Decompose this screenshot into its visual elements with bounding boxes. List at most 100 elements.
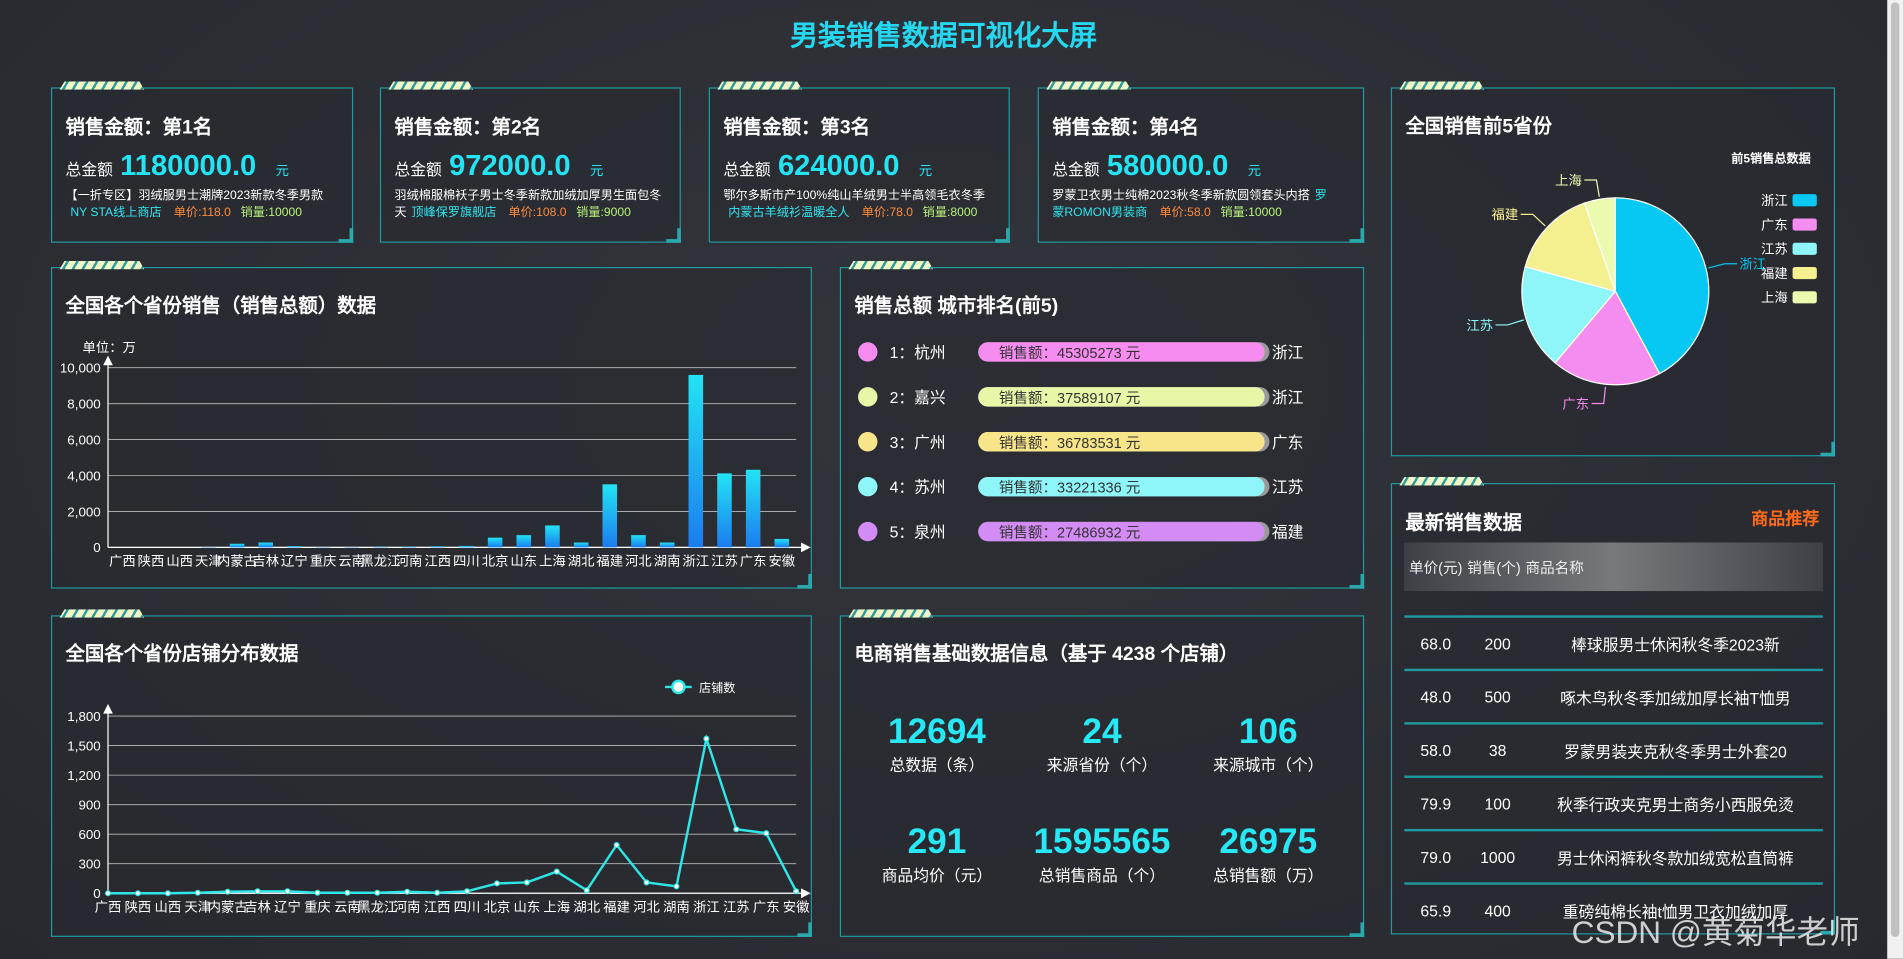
rank-dot — [858, 432, 878, 452]
bar — [516, 535, 532, 548]
panel: 销售金额：第2名 总金额 972000.0 元羽绒棉服棉袄子男士冬季新款加绒加厚男生面… — [379, 81, 681, 243]
point — [703, 735, 710, 742]
chart-title: 全国各个省份销售（销售总额）数据 — [65, 294, 377, 317]
rank-label: 4：苏州 — [890, 479, 946, 497]
sales-count: 销量:9000 — [576, 206, 631, 220]
table-cell: 男士休闲裤秋冬款加绒宽松直筒裤 — [1557, 848, 1794, 868]
x-tick-label: 广西 — [109, 554, 136, 569]
chart-title: 全国各个省份店铺分布数据 — [65, 642, 299, 665]
product-info: 鄂尔多斯市产100%纯山羊绒男士半高领毛衣冬季内蒙古羊绒衫温暖全人 单价:78.0… — [723, 188, 1000, 222]
stat-value: 1595565 — [1033, 822, 1170, 861]
x-tick-label: 浙江 — [682, 554, 709, 569]
x-tick-label: 内蒙古 — [217, 554, 257, 569]
sales-count: 销量:8000 — [922, 206, 978, 220]
point — [134, 890, 141, 897]
pie-leader — [1520, 213, 1546, 227]
table-row: 58.0 38 罗蒙男装夹克秋冬季男士外套20 — [1404, 725, 1823, 778]
panel-title: 销售总额 城市排名(前5) — [854, 294, 1058, 317]
x-tick-label: 吉林 — [252, 554, 279, 569]
panel: 销售金额：第1名 总金额 1180000.0 元【一折专区】羽绒服男士潮牌2023新款… — [50, 81, 354, 243]
province: 江苏 — [1272, 479, 1304, 497]
amount-row: 总金额 624000.0 元 — [723, 149, 932, 183]
chart: 电商销售基础数据信息（基于 4238 个店铺） 12694 总数据（条） 24 来源省份… — [854, 642, 1323, 885]
x-tick-label: 辽宁 — [281, 553, 308, 569]
point — [404, 888, 411, 895]
table-cell: 100 — [1484, 794, 1511, 813]
point — [104, 890, 112, 897]
panel: 电商销售基础数据信息（基于 4238 个店铺） 12694 总数据（条） 24 来源省份… — [839, 609, 1365, 937]
province: 广东 — [1272, 434, 1304, 452]
x-tick-label: 天津 — [195, 554, 222, 569]
x-tick-label: 上海 — [539, 554, 566, 569]
panel: 全国各个省份店铺分布数据 0 300 600 900 1,200 1,500 1,800 广西陕… — [50, 609, 812, 937]
table-row: 79.9 100 秋季行政夹克男士商务小西服免烫 — [1404, 778, 1823, 832]
y-tick-label: 1,500 — [67, 738, 100, 753]
x-tick-label: 吉林 — [244, 899, 271, 914]
pie-leader — [1584, 179, 1600, 197]
point — [493, 880, 500, 887]
rank-dot — [858, 387, 878, 407]
y-tick-label: 0 — [93, 540, 100, 555]
amount-row: 总金额 580000.0 元 — [1052, 149, 1261, 183]
unit: 元 — [589, 163, 604, 179]
province: 浙江 — [1272, 344, 1304, 362]
province: 福建 — [1272, 524, 1304, 542]
x-tick-label: 内蒙古 — [208, 899, 248, 914]
panel-tab — [717, 81, 803, 90]
stat-label: 总销售额（万） — [1213, 867, 1323, 885]
scroll-thumb[interactable] — [1890, 2, 1900, 937]
table-cell: 68.0 — [1420, 634, 1452, 653]
y-tick-label: 900 — [78, 798, 100, 813]
table-row: 79.0 1000 男士休闲裤秋冬款加绒宽松直筒裤 — [1404, 831, 1823, 885]
chart: 销售总额 城市排名(前5)1：杭州 销售额：45305273 元浙江2：嘉兴 销售额… — [854, 294, 1304, 542]
sales-label: 销售额：45305273 元 — [999, 345, 1141, 362]
table-cell: 38 — [1488, 740, 1507, 760]
rank-label: 3：广州 — [890, 434, 946, 452]
scrollbar[interactable] — [1887, 0, 1903, 959]
chart-title: 全国销售前5省份 — [1404, 114, 1552, 137]
total-label: 总金额 — [1052, 160, 1100, 179]
point — [763, 830, 770, 837]
x-tick-label: 陕西 — [125, 899, 152, 914]
panel-corner — [1349, 922, 1365, 937]
point — [583, 887, 590, 894]
table-cell: 罗蒙男装夹克秋冬季男士外套20 — [1564, 742, 1787, 761]
stat-value: 106 — [1239, 712, 1298, 751]
bar — [545, 525, 560, 548]
table-cell: 秋季行政夹克男士商务小西服免烫 — [1557, 795, 1794, 814]
legend-label: 店铺数 — [699, 680, 735, 695]
amount-row: 总金额 972000.0 元 — [394, 149, 603, 183]
panel: 全国销售前5省份 前5销售总数据 浙江 浙江 广东 广东 江苏 江苏 福建 福建 上海 上海 — [1390, 81, 1836, 457]
x-tick-label: 山西 — [166, 554, 193, 569]
legend-label: 福建 — [1761, 266, 1788, 281]
bar — [401, 546, 417, 548]
pie-slice — [1614, 197, 1710, 375]
pie-slice — [1554, 290, 1661, 386]
x-tick-label: 湖北 — [573, 899, 600, 914]
pie-label: 浙江 — [1739, 257, 1766, 272]
x-tick-label: 陕西 — [138, 554, 165, 569]
card-heading: 销售金额：第3名 — [723, 117, 871, 139]
panel-corner — [1349, 228, 1365, 243]
point — [284, 888, 291, 895]
rank-dot — [858, 521, 878, 542]
panel-tab — [848, 260, 934, 270]
x-tick-label: 河北 — [625, 554, 652, 569]
chart-subtitle: 前5销售总数据 — [1731, 151, 1811, 166]
amount-row: 总金额 1180000.0 元 — [66, 149, 289, 183]
panel-corner — [797, 922, 812, 937]
x-tick-label: 广西 — [95, 899, 122, 914]
bar — [430, 546, 446, 548]
card-heading: 销售金额：第4名 — [1052, 117, 1199, 139]
bar — [745, 469, 761, 548]
rank-label: 1：杭州 — [890, 344, 946, 362]
y-tick-label: 2,000 — [67, 504, 100, 519]
recommend-link[interactable]: 商品推荐 — [1751, 508, 1820, 528]
table-body: 68.0 200 棒球服男士休闲秋冬季2023新 48.0 500 啄木鸟秋冬季加绒加厚长… — [1404, 591, 1823, 931]
panel-tab — [1399, 81, 1485, 90]
point — [344, 889, 351, 896]
stat-label: 来源省份（个） — [1047, 757, 1157, 775]
x-tick-label: 河南 — [396, 554, 423, 569]
point — [254, 888, 261, 895]
product-desc: 羽绒棉服棉袄子男士冬季新款加绒加厚男生面包冬天 — [394, 189, 662, 220]
